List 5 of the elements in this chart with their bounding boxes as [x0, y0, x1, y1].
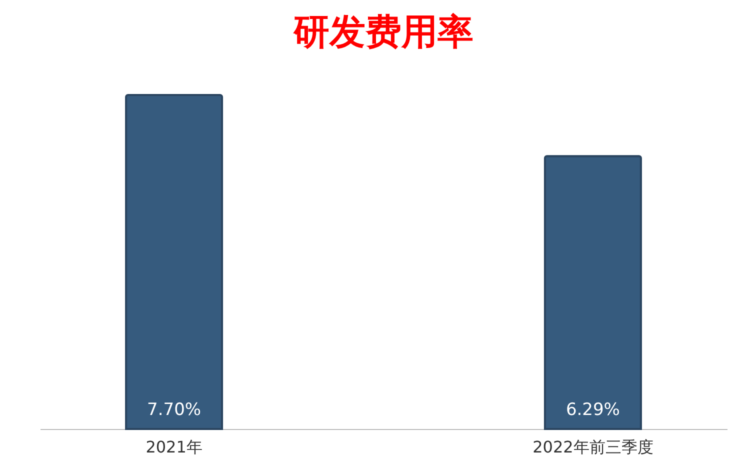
x-tick-label: 2022年前三季度 [532, 438, 654, 456]
chart-title: 研发费用率 [292, 12, 474, 53]
x-tick-label: 2021年 [146, 438, 202, 456]
data-label: 6.29% [566, 400, 620, 420]
data-label: 7.70% [147, 400, 202, 420]
